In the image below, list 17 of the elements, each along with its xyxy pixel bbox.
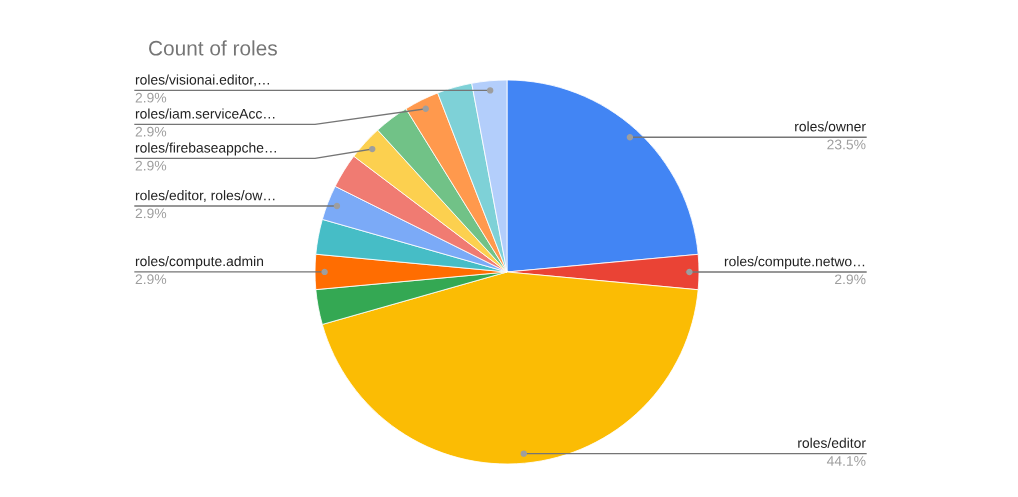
data-label: 23.5%	[827, 139, 866, 150]
data-label: 44.1%	[826, 456, 866, 466]
slice-label: roles/iam.serviceAcc…	[135, 108, 275, 119]
slice-label: roles/firebaseappche…	[135, 142, 276, 156]
data-label: 2.9%	[835, 274, 866, 285]
slice-label: roles/owner	[795, 121, 866, 132]
data-label: 2.9%	[135, 92, 167, 103]
slice-label: roles/editor, roles/ow…	[135, 190, 275, 202]
data-label: 2.9%	[135, 274, 167, 285]
data-label: 2.9%	[135, 160, 167, 171]
data-label: 2.9%	[135, 208, 167, 219]
slice-label: roles/compute.admin	[135, 255, 264, 269]
slice-label: roles/visionai.editor,…	[135, 74, 269, 87]
slice-label: roles/editor	[798, 437, 866, 448]
data-label: 2.9%	[135, 126, 167, 137]
chart-title: Count of roles	[149, 40, 277, 56]
slice-label: roles/compute.netwo…	[724, 256, 865, 270]
